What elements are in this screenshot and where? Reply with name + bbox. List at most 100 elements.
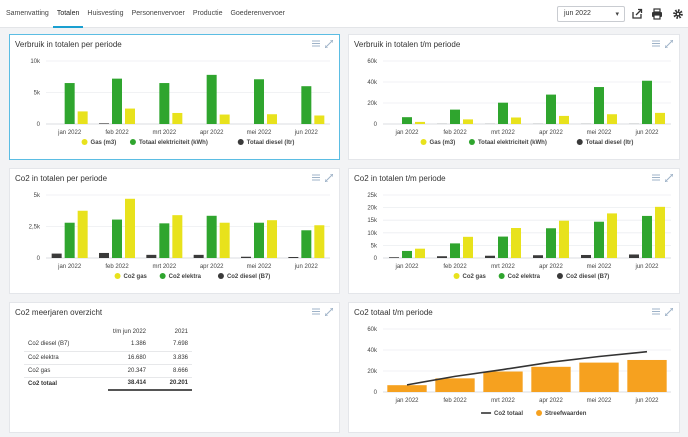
y-tick-label: 0 [374, 256, 378, 262]
bar-co2-elektra [402, 250, 412, 258]
legend-label: Co2 diesel (B7) [227, 274, 270, 280]
total-value: 38.414 [108, 376, 150, 391]
caret-down-icon: ▾ [615, 11, 619, 18]
chart-legend: Co2 totaal Streefwaarden [481, 410, 587, 417]
legend-label: Totaal elektriciteit (kWh) [478, 140, 547, 146]
gear-icon[interactable] [671, 6, 685, 22]
bar-gas-m3- [415, 121, 425, 124]
x-tick-label: mei 2022 [587, 264, 612, 270]
expand-icon[interactable] [665, 40, 673, 48]
bar-co2-elektra [450, 243, 460, 258]
card-title: Verbruik in totalen per periode [15, 40, 122, 49]
bar-gas-m3- [267, 114, 277, 124]
row-label: Co2 gas [24, 364, 108, 378]
x-tick-label: jan 2022 [57, 130, 82, 136]
x-tick-label: apr 2022 [539, 264, 563, 270]
menu-icon[interactable] [312, 174, 320, 181]
legend-label: Co2 elektra [508, 274, 541, 280]
bar-co2-elektra [206, 215, 217, 258]
y-tick-label: 10k [367, 231, 378, 237]
expand-icon[interactable] [665, 174, 673, 182]
meerjaren-table: t/m jun 2022 2021 Co2 diesel (B7) 1.386 … [24, 325, 192, 391]
bar-co2-diesel-b7- [99, 252, 109, 258]
legend-label: Totaal elektriciteit (kWh) [139, 140, 208, 146]
table-row: Co2 elektra 16.680 3.836 [24, 351, 192, 365]
menu-icon[interactable] [312, 40, 320, 47]
bar-co2-diesel-b7- [51, 253, 62, 258]
table-header: t/m jun 2022 [112, 328, 146, 335]
row-label: Co2 diesel (B7) [24, 338, 108, 352]
y-tick-label: 0 [374, 390, 378, 396]
legend-label: Totaal diesel (ltr) [586, 140, 634, 146]
y-tick-label: 2,5k [29, 225, 41, 231]
row-value: 20.347 [108, 364, 150, 378]
y-tick-label: 0 [374, 122, 378, 128]
chart-co2-totaal-tm: 0 20k 40k 60k jan 2022 feb 2022 mrt 2022 apr 20… [367, 327, 671, 417]
row-value: 3.836 [150, 351, 192, 365]
y-tick-label: 5k [34, 91, 41, 97]
bar-co2-elektra [64, 222, 75, 258]
table-header [24, 325, 108, 338]
expand-icon[interactable] [665, 308, 673, 316]
tab-productie[interactable]: Productie [192, 10, 223, 17]
card-title: Co2 totaal t/m periode [354, 308, 433, 317]
line-co2-totaal [406, 350, 648, 386]
row-value: 7.698 [150, 338, 192, 352]
bar-streefwaarden [483, 371, 523, 392]
bar-streefwaarden [579, 362, 619, 392]
tab-totalen[interactable]: Totalen [52, 0, 84, 28]
bar-co2-elektra [546, 228, 556, 258]
x-tick-label: jan 2022 [394, 264, 419, 270]
tab-samenvatting[interactable]: Samenvatting [6, 10, 49, 17]
tab-goederenvervoer[interactable]: Goederenvervoer [230, 10, 285, 17]
printer-icon[interactable] [650, 6, 664, 22]
tab-personenvervoer[interactable]: Personenvervoer [131, 10, 185, 17]
chart-co2-periode: 0 2,5k 5k jan 2022 feb 2022 mrt 2022 apr 2022 m… [29, 193, 330, 280]
expand-icon[interactable] [325, 308, 333, 316]
x-tick-label: jan 2022 [57, 264, 82, 270]
bar-totaal-elektriciteit-kwh- [206, 74, 217, 124]
bar-co2-elektra [112, 219, 122, 258]
legend-label: Gas (m3) [91, 140, 117, 146]
x-tick-label: jan 2022 [394, 130, 419, 136]
x-tick-label: apr 2022 [200, 264, 224, 270]
card-title: Verbruik in totalen t/m periode [354, 40, 461, 49]
legend-marker [576, 139, 583, 145]
bar-co2-diesel-b7- [533, 255, 543, 258]
x-tick-label: mrt 2022 [491, 264, 515, 270]
y-tick-label: 20k [367, 206, 378, 212]
y-tick-label: 20k [367, 369, 378, 375]
card-verbruik-tm: Verbruik in totalen t/m periode 0 20k 40k 6… [348, 34, 680, 160]
expand-icon[interactable] [325, 40, 333, 48]
bar-gas-m3- [172, 112, 183, 124]
bar-co2-diesel-b7- [193, 254, 204, 258]
bar-co2-elektra [254, 222, 264, 258]
legend-marker [237, 139, 244, 145]
tab-huisvesting[interactable]: Huisvesting [87, 10, 124, 17]
bar-co2-gas [655, 206, 665, 258]
menu-icon[interactable] [652, 174, 660, 181]
expand-icon[interactable] [325, 174, 333, 182]
share-icon[interactable] [630, 6, 644, 22]
period-select[interactable]: jun 2022 ▾ [557, 6, 625, 22]
y-tick-label: 40k [367, 80, 378, 86]
y-tick-label: 10k [30, 59, 41, 65]
legend-label: Co2 diesel (B7) [566, 274, 609, 280]
x-tick-label: feb 2022 [443, 398, 467, 404]
chart-legend: Co2 gas Co2 elektra Co2 diesel (B7) [114, 273, 270, 280]
y-tick-label: 5k [371, 243, 378, 249]
legend-label: Co2 totaal [494, 411, 523, 417]
legend-marker [536, 410, 543, 416]
card-co2-tm: Co2 in totalen t/m periode 0 5k 10k 15k 20k 2… [348, 168, 680, 294]
bar-gas-m3- [655, 112, 665, 124]
bar-co2-diesel-b7- [288, 256, 299, 258]
x-tick-label: mei 2022 [247, 264, 272, 270]
bar-totaal-elektriciteit-kwh- [594, 87, 604, 124]
menu-icon[interactable] [652, 308, 660, 315]
bar-totaal-elektriciteit-kwh- [301, 86, 312, 124]
legend-marker [420, 139, 427, 145]
x-tick-label: mei 2022 [247, 130, 272, 136]
menu-icon[interactable] [312, 308, 320, 315]
x-tick-label: jun 2022 [294, 130, 319, 136]
menu-icon[interactable] [652, 40, 660, 47]
